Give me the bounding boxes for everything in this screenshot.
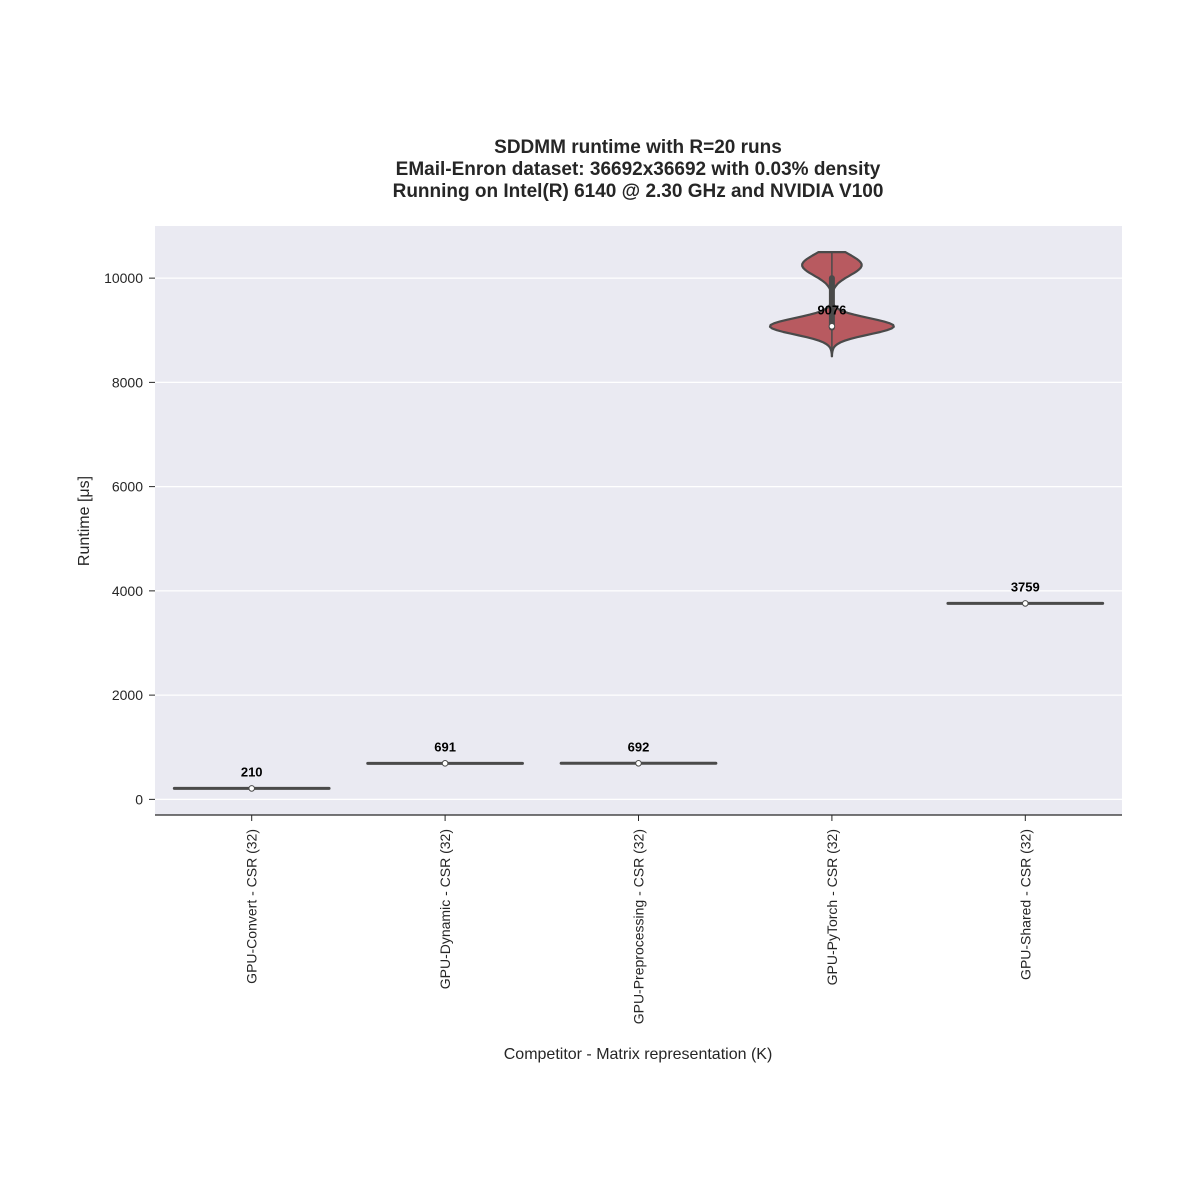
median-point xyxy=(828,322,836,330)
plot-background xyxy=(155,226,1122,815)
x-tick-label: GPU-Preprocessing - CSR (32) xyxy=(631,829,647,1024)
median-value-label: 9076 xyxy=(817,302,846,317)
x-tick-label: GPU-Shared - CSR (32) xyxy=(1017,829,1033,980)
median-point xyxy=(635,759,642,767)
y-tick-label: 0 xyxy=(135,791,143,807)
y-tick-label: 4000 xyxy=(112,583,143,599)
median-point xyxy=(441,760,449,767)
y-tick-label: 8000 xyxy=(112,374,143,390)
chart-title-line-3: Running on Intel(R) 6140 @ 2.30 GHz and … xyxy=(393,181,884,202)
y-tick-label: 6000 xyxy=(112,479,143,495)
x-tick-label: GPU-PyTorch - CSR (32) xyxy=(824,829,840,985)
y-axis-label: Runtime [μs] xyxy=(76,476,93,566)
median-point xyxy=(248,785,255,792)
plot-area: 0 2000 4000 6000 8000 10000 210 GPU-Convert - C… xyxy=(104,226,1122,1024)
chart-title-line-1: SDDMM runtime with R=20 runs xyxy=(494,137,782,158)
median-value-label: 691 xyxy=(434,739,456,754)
x-tick-label: GPU-Convert - CSR (32) xyxy=(244,829,260,984)
median-value-label: 692 xyxy=(628,739,650,754)
x-axis-label: Competitor - Matrix representation (K) xyxy=(504,1046,773,1063)
y-tick-label: 10000 xyxy=(104,270,143,286)
median-value-label: 210 xyxy=(241,764,263,779)
median-value-label: 3759 xyxy=(1011,579,1040,594)
y-tick-label: 2000 xyxy=(112,687,143,703)
chart-title-line-2: EMail-Enron dataset: 36692x36692 with 0.… xyxy=(396,159,881,180)
x-tick-label: GPU-Dynamic - CSR (32) xyxy=(437,829,453,989)
median-point xyxy=(1022,600,1029,607)
